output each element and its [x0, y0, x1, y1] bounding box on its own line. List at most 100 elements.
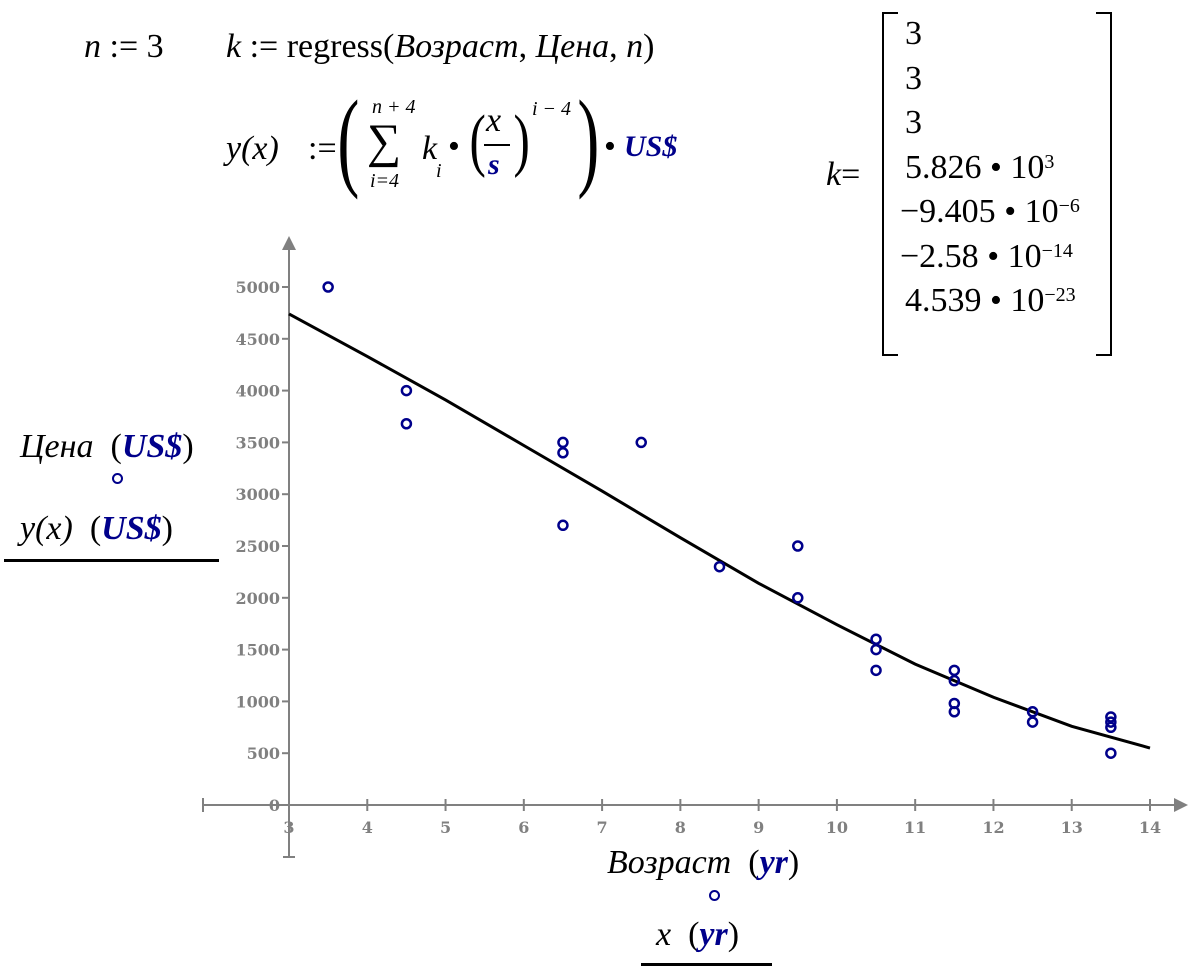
arg-age: Возраст	[394, 28, 519, 65]
y-tick-label: 500	[247, 744, 280, 763]
age-label: Возраст	[607, 844, 732, 881]
regression-curve	[288, 312, 1151, 750]
usd-unit: US$	[624, 130, 678, 163]
arg-n: n	[626, 28, 644, 65]
data-point-marker	[1105, 747, 1117, 759]
matrix-element: 3	[905, 15, 922, 52]
data-point-marker	[557, 436, 569, 449]
data-point-marker	[557, 447, 569, 459]
sum-lower-limit: i=4	[370, 170, 400, 192]
usd-unit: US$	[121, 428, 183, 465]
matrix-element: 3	[905, 104, 922, 141]
x-tick-label: 13	[1061, 818, 1083, 837]
data-point-marker	[400, 418, 413, 430]
series2-line-legend-icon	[641, 963, 772, 966]
data-point-marker	[635, 436, 647, 449]
yr-unit: yr	[759, 844, 788, 881]
data-point-marker	[792, 592, 804, 604]
k-result-label: k=	[826, 158, 860, 192]
left-paren: (	[337, 78, 360, 200]
x-tick-label: 9	[753, 818, 764, 837]
data-point-marker	[322, 281, 334, 293]
x-tick-label: 5	[440, 818, 451, 837]
x-tick-label: 10	[826, 818, 848, 837]
y-tick-label: 0	[269, 796, 280, 815]
dot-operator: •	[604, 128, 616, 165]
k-variable: k	[826, 156, 842, 193]
assign-operator: :=	[249, 28, 279, 65]
x-axis-label-series1[interactable]: Возраст (yr)	[607, 844, 800, 881]
regress-function: regress	[286, 28, 384, 65]
k-variable: k	[226, 28, 242, 65]
assign-operator: :=	[109, 28, 139, 65]
sigma-icon: ∑	[367, 115, 402, 168]
data-point-marker	[1105, 711, 1117, 723]
data-point-marker	[1026, 716, 1039, 728]
equals-operator: =	[841, 156, 861, 193]
y-tick-label: 2500	[235, 537, 280, 556]
y-tick-label: 3500	[235, 433, 280, 452]
y-tick-label: 3000	[235, 485, 280, 504]
fraction-numerator: x	[486, 102, 502, 139]
coef-index: i	[436, 160, 442, 182]
k-definition[interactable]: k := regress(Возраст, Цена, n)	[226, 28, 655, 65]
exponent: i − 4	[532, 98, 572, 120]
data-point-marker	[870, 664, 882, 677]
k-result-matrix[interactable]: 3 3 3 5.826 • 103 −9.405 • 10−6 −2.58 • 10−14…	[900, 12, 1080, 324]
x-axis-arrow-icon	[1174, 798, 1188, 812]
series1-marker-legend-icon	[709, 890, 720, 901]
sum-upper-limit: n + 4	[372, 96, 416, 118]
matrix-element: 5.826 • 103	[905, 148, 1055, 186]
arg-price: Цена	[535, 28, 610, 65]
y-tick-label: 1000	[235, 692, 280, 711]
y-tick-label: 4500	[235, 330, 280, 349]
x-tick-label: 3	[283, 818, 294, 837]
data-point-marker	[948, 664, 961, 677]
usd-unit: US$	[101, 510, 162, 547]
matrix-element: 3	[905, 59, 922, 97]
x-axis-label-series2[interactable]: x (yr)	[656, 916, 740, 953]
n-variable: n	[84, 28, 101, 65]
data-point-marker	[1105, 716, 1117, 728]
dot-operator: •	[448, 128, 460, 165]
x-tick-label: 6	[518, 818, 529, 837]
y-definition[interactable]: y(x) := ( n + 4 ∑ i=4 k i • ( x s ) i − …	[226, 84, 706, 202]
frac-right-paren: )	[513, 102, 530, 179]
right-paren: )	[577, 78, 600, 200]
price-label: Цена	[20, 428, 94, 465]
y-axis-label-series2[interactable]: y(x) (US$)	[20, 510, 173, 547]
data-point-marker	[1026, 706, 1039, 718]
data-point-marker	[792, 540, 804, 552]
x-variable-label: x	[656, 916, 672, 953]
assign-operator: :=	[308, 130, 337, 167]
y-axis-arrow-icon	[282, 236, 296, 250]
yr-unit: yr	[699, 916, 728, 953]
data-point-marker	[713, 560, 726, 573]
matrix-element: 4.539 • 10−23	[905, 282, 1076, 319]
matrix-element: −2.58 • 10−14	[900, 237, 1073, 275]
y-tick-label: 5000	[235, 278, 280, 297]
x-tick-label: 12	[982, 818, 1004, 837]
y-tick-label: 2000	[235, 589, 280, 608]
n-definition[interactable]: n := 3	[84, 30, 164, 64]
y-axis-label-series1[interactable]: Цена (US$)	[20, 428, 194, 465]
data-point-marker	[870, 633, 882, 645]
fraction-denominator-unit: s	[488, 148, 500, 181]
y-tick-label: 1500	[235, 641, 280, 660]
data-point-marker	[1105, 721, 1117, 734]
series2-line-legend-icon	[4, 559, 219, 562]
k-coefficient: k	[422, 130, 438, 167]
x-tick-label: 4	[362, 818, 373, 837]
data-point-marker	[948, 706, 961, 718]
matrix-element: −9.405 • 10−6	[900, 193, 1080, 230]
y-tick-label: 4000	[235, 382, 280, 401]
x-tick-label: 8	[675, 818, 686, 837]
x-tick-label: 7	[597, 818, 608, 837]
y-function-name: y(x)	[226, 130, 279, 167]
data-point-marker	[557, 519, 569, 532]
y-function-label: y(x)	[20, 510, 73, 547]
data-point-marker	[400, 384, 413, 397]
series1-marker-legend-icon	[112, 473, 123, 484]
data-point-marker	[870, 643, 882, 656]
